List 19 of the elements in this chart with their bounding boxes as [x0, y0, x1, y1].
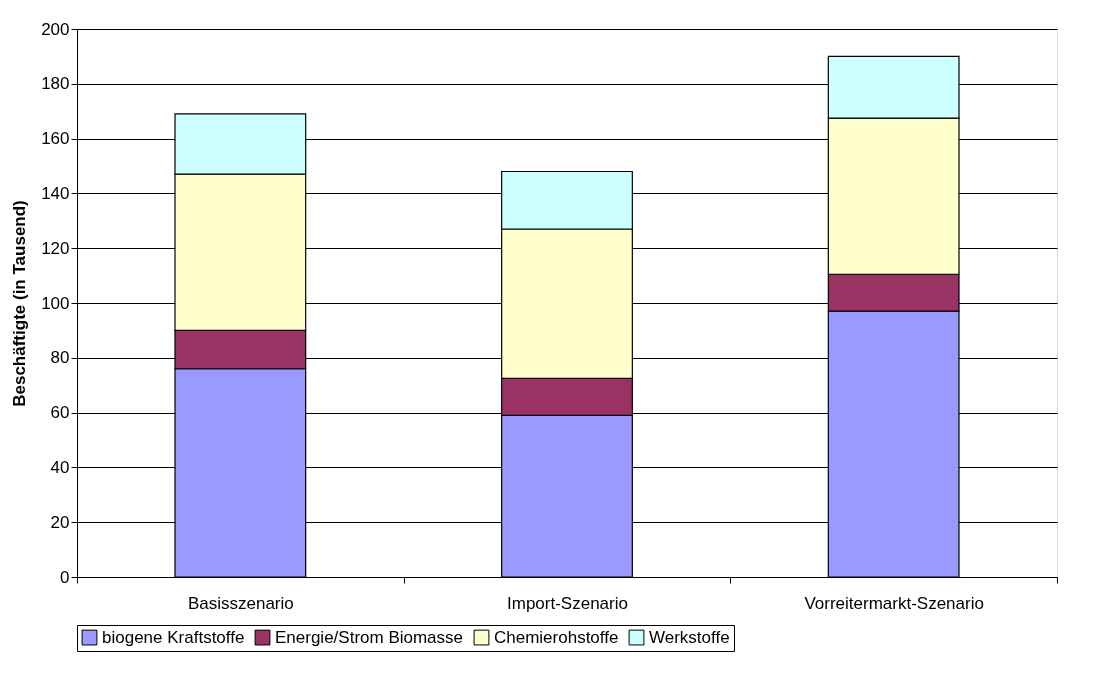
- legend-label: Chemierohstoffe: [494, 627, 619, 647]
- y-tick-label: 80: [50, 348, 70, 368]
- x-tick-label: Vorreitermarkt-Szenario: [804, 593, 984, 613]
- x-tick-label: Import-Szenario: [507, 593, 628, 613]
- y-tick-label: 20: [50, 512, 70, 532]
- y-tick-label: 0: [60, 567, 70, 587]
- y-axis-title: Beschäftigte (in Tausend): [10, 200, 30, 407]
- y-tick-label: 120: [41, 238, 70, 258]
- y-tick-label: 200: [41, 19, 70, 39]
- legend-label: Werkstoffe: [649, 627, 730, 647]
- y-tick-label: 100: [41, 293, 70, 313]
- y-tick-label: 160: [41, 129, 70, 149]
- y-tick-label: 180: [41, 74, 70, 94]
- legend-label: biogene Kraftstoffe: [102, 627, 245, 647]
- y-tick-label: 140: [41, 183, 70, 203]
- y-tick-label: 60: [50, 403, 70, 423]
- legend-label: Energie/Strom Biomasse: [275, 627, 464, 647]
- y-tick-label: 40: [50, 457, 70, 477]
- x-tick-label: Basisszenario: [187, 593, 294, 613]
